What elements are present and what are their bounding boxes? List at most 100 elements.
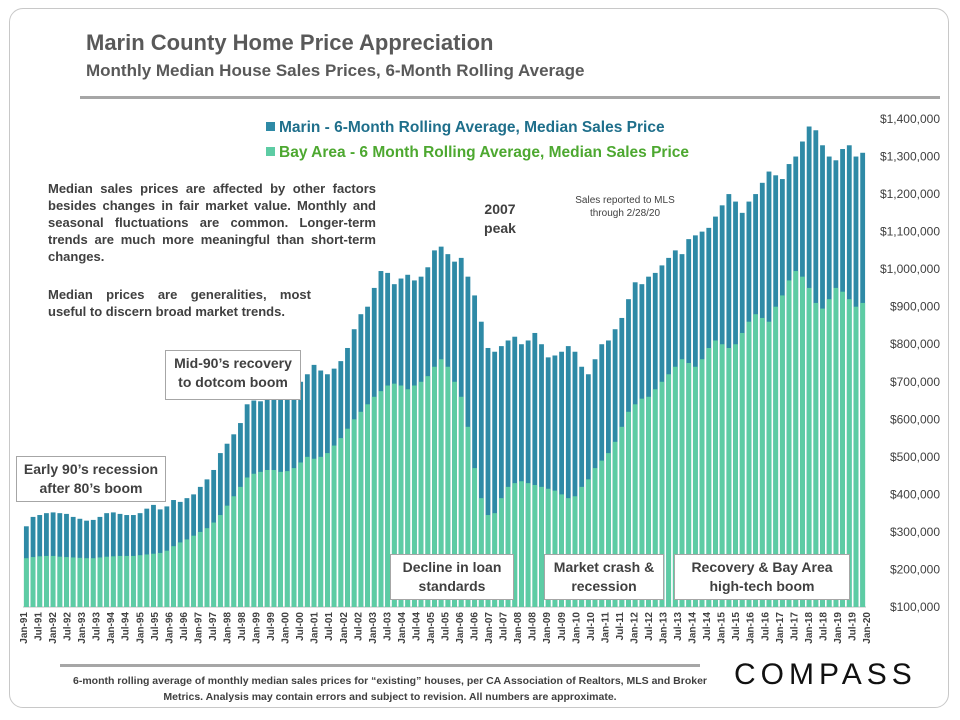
bar-bay-area [498,498,504,607]
bar-bay-area [826,299,832,607]
bar-bay-area [204,528,210,607]
x-tick-label: Jul-19 [847,612,858,641]
bar-bay-area [244,477,250,607]
x-tick-label: Jul-14 [702,612,713,641]
legend-bay-area-swatch [266,147,275,156]
x-tick-label: Jan-11 [600,612,611,644]
bar-bay-area [458,396,464,607]
bar-bay-area [110,556,116,607]
y-tick-label: $400,000 [890,487,940,501]
bar-bay-area [840,291,845,607]
bar-bay-area [539,486,544,607]
bar-bay-area [84,558,89,607]
note-median-factors: Median sales prices are affected by othe… [48,181,376,264]
bar-bay-area [672,366,678,607]
x-tick-label: Jul-94 [121,612,132,641]
x-tick-label: Jul-12 [644,612,655,641]
bar-bay-area [157,552,163,607]
x-tick-label: Jul-06 [470,612,481,641]
x-tick-label: Jan-04 [397,612,408,644]
x-tick-label: Jan-00 [281,612,292,644]
x-tick-label: Jan-12 [629,612,640,644]
x-tick-label: Jan-19 [833,612,844,644]
bar-bay-area [398,385,404,607]
bar-bay-area [545,488,551,607]
x-tick-label: Jul-04 [411,612,422,641]
bar-bay-area [652,389,658,607]
x-tick-label: Jul-91 [34,612,45,641]
bar-bay-area [699,359,705,607]
bar-bay-area [284,471,290,607]
bar-bay-area [579,486,585,607]
bar-bay-area [271,469,277,607]
x-tick-label: Jul-05 [441,612,452,641]
x-tick-label: Jan-98 [222,612,233,644]
bar-bay-area [378,391,384,607]
x-tick-label: Jan-02 [339,612,350,644]
x-tick-label: Jul-11 [615,612,626,641]
x-tick-label: Jul-13 [673,612,684,641]
bar-bay-area [251,473,257,607]
bar-bay-area [753,314,759,607]
bar-bay-area [572,496,578,607]
x-tick-label: Jul-93 [92,612,103,641]
bar-bay-area [739,332,745,607]
x-tick-label: Jul-18 [818,612,829,641]
bar-bay-area [833,287,839,607]
x-tick-label: Jan-97 [193,612,204,644]
y-tick-label: $500,000 [890,450,940,464]
bar-marin [525,340,531,607]
bar-marin [498,346,504,607]
x-tick-label: Jan-09 [542,612,553,644]
bar-bay-area [50,555,56,607]
bar-bay-area [418,381,424,607]
legend-marin: Marin - 6-Month Rolling Average, Median … [266,119,665,137]
x-tick-label: Jan-94 [106,612,117,644]
x-tick-label: Jan-03 [368,612,379,644]
bar-bay-area [197,531,203,607]
bar-bay-area [512,483,518,607]
y-tick-label: $200,000 [890,562,940,576]
bar-bay-area [746,321,752,607]
bar-bay-area [224,505,230,607]
bar-bay-area [345,428,350,607]
bar-bay-area [184,539,190,607]
bar-bay-area [846,299,852,607]
x-tick-label: Jan-16 [746,612,757,644]
bar-bay-area [759,317,765,607]
x-tick-label: Jan-08 [513,612,524,644]
callout-recovery: Recovery & Bay Area high-tech boom [674,554,850,600]
x-tick-label: Jan-05 [426,612,437,644]
x-tick-label: Jul-00 [295,612,306,641]
bar-bay-area [726,347,732,607]
x-tick-label: Jan-96 [164,612,175,644]
x-tick-label: Jul-16 [760,612,771,641]
bar-bay-area [351,419,357,607]
bar-bay-area [291,468,297,607]
x-tick-label: Jan-93 [77,612,88,644]
y-tick-label: $1,000,000 [880,262,940,276]
x-tick-label: Jul-03 [382,612,393,641]
y-tick-label: $100,000 [890,600,940,614]
x-tick-label: Jul-96 [179,612,190,641]
y-tick-label: $300,000 [890,525,940,539]
bar-bay-area [585,479,591,607]
y-tick-label: $800,000 [890,337,940,351]
bar-bay-area [445,366,451,607]
bar-bay-area [164,550,170,607]
x-tick-label: Jul-01 [324,612,335,641]
bar-bay-area [57,556,63,607]
bar-bay-area [599,460,605,607]
bar-bay-area [719,344,725,607]
bar-bay-area [532,485,538,607]
bar-bay-area [104,556,110,607]
bar-bay-area [298,462,304,607]
bar-bay-area [612,441,618,607]
bar-bay-area [70,557,76,607]
bar-bay-area [766,321,772,607]
bar-bay-area [130,555,136,607]
bar-bay-area [144,554,150,607]
bar-bay-area [177,542,183,607]
bar-bay-area [619,426,625,607]
bar-bay-area [519,481,524,607]
